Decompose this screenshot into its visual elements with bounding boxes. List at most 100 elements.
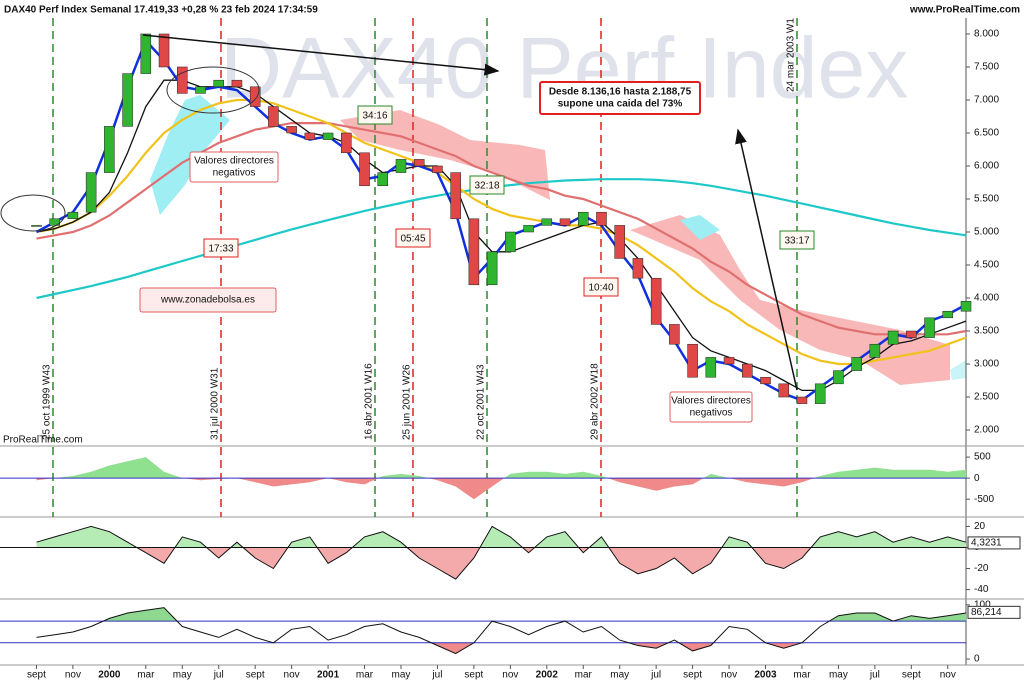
- candle: [268, 106, 279, 127]
- indicator-line: [36, 98, 967, 366]
- candle: [778, 383, 789, 398]
- y-tick-label: 5.000: [974, 227, 999, 238]
- x-tick-label: jul: [213, 670, 224, 681]
- annotation-text: negativos: [690, 408, 733, 419]
- x-tick-label: sept: [27, 670, 46, 681]
- candle: [195, 86, 206, 94]
- indicator-line: [36, 79, 967, 392]
- count-box: [203, 238, 239, 258]
- candle: [705, 357, 717, 378]
- candle: [395, 159, 407, 173]
- candle: [851, 357, 862, 371]
- event-label: 25 jun 2001 W26: [402, 364, 413, 440]
- highlight-ellipse: [0, 194, 66, 232]
- y-tick-label: -40: [974, 584, 989, 595]
- candle: [942, 310, 954, 319]
- x-tick-label: jul: [869, 670, 880, 681]
- y-tick-label: 0: [974, 473, 980, 484]
- y-tick-label: 4.000: [974, 293, 999, 304]
- x-tick-label: mar: [575, 670, 593, 681]
- x-tick-label: jul: [650, 670, 661, 681]
- annotation-box: [139, 287, 277, 313]
- candle: [322, 132, 334, 140]
- candle: [887, 330, 899, 345]
- candle: [596, 211, 607, 226]
- event-label: 16 abr 2001 W16: [364, 363, 375, 440]
- annotation-text: supone una caida del 73%: [558, 99, 683, 110]
- x-tick-label: may: [610, 670, 629, 681]
- count-box: [779, 230, 815, 250]
- candle: [723, 357, 735, 365]
- x-tick-label: jul: [431, 670, 442, 681]
- y-tick-label: 8.000: [974, 29, 999, 40]
- candle: [906, 330, 917, 338]
- count-label: 32:18: [474, 181, 499, 192]
- x-tick-label: nov: [284, 670, 300, 681]
- count-label: 17:33: [208, 244, 233, 255]
- x-tick-label: nov: [502, 670, 518, 681]
- candle: [960, 301, 972, 312]
- annotation-text: www.zonadebolsa.es: [160, 295, 255, 306]
- y-tick-label: 0: [974, 654, 980, 665]
- area-down: [36, 547, 966, 580]
- highlight-ellipse: [166, 66, 260, 114]
- candle: [158, 33, 170, 68]
- candle: [31, 225, 42, 227]
- count-box: [583, 277, 619, 297]
- annotation-box: [189, 151, 279, 183]
- y-tick-label: 6.500: [974, 128, 999, 139]
- x-tick-label: mar: [793, 670, 811, 681]
- y-tick-label: 3.000: [974, 359, 999, 370]
- event-label: 29 abr 2002 W18: [590, 363, 601, 440]
- candle: [687, 343, 698, 378]
- count-label: 33:17: [784, 236, 809, 247]
- annotation-text: Valores directores: [671, 396, 751, 407]
- count-box: [395, 228, 431, 248]
- x-tick-label: 2002: [536, 670, 559, 681]
- candle: [413, 159, 425, 167]
- header-source: www.ProRealTime.com: [909, 5, 1020, 16]
- header-title: DAX40 Perf Index Semanal 17.419,33 +0,28…: [4, 5, 318, 16]
- candle: [359, 152, 370, 187]
- candle: [523, 225, 534, 233]
- count-box: [357, 105, 393, 125]
- y-tick-label: 2.000: [974, 425, 999, 436]
- indicator-line: [35, 38, 967, 402]
- candle: [614, 225, 625, 259]
- x-tick-label: 2003: [754, 670, 777, 681]
- y-tick-label: -500: [974, 494, 994, 505]
- annotation-text: Valores directores: [194, 156, 274, 167]
- last-value-label: 86,214: [971, 607, 1002, 618]
- event-label: 25 oct 1999 W43: [42, 364, 53, 440]
- area-down: [36, 478, 815, 500]
- y-tick-label: 5.500: [974, 194, 999, 205]
- candle: [450, 172, 461, 220]
- candle: [213, 79, 224, 88]
- area-up: [36, 607, 966, 622]
- candle: [140, 33, 152, 74]
- area-up: [36, 526, 966, 548]
- candle: [924, 317, 935, 338]
- brand: ProRealTime.com: [3, 435, 83, 446]
- candle: [833, 370, 844, 385]
- y-tick-label: 20: [974, 521, 986, 532]
- x-tick-label: sept: [246, 670, 265, 681]
- candle: [505, 231, 516, 253]
- candle: [304, 132, 316, 140]
- candle: [742, 363, 753, 378]
- candle: [49, 218, 60, 226]
- annotation-box: [539, 81, 701, 115]
- header-bar: [0, 0, 1024, 18]
- candle: [577, 211, 589, 226]
- candle: [869, 343, 881, 358]
- candle: [559, 218, 571, 226]
- x-tick-label: may: [829, 670, 848, 681]
- candle: [486, 251, 498, 286]
- y-tick-label: 4.500: [974, 260, 999, 271]
- count-label: 10:40: [588, 283, 613, 294]
- candle: [231, 79, 243, 88]
- candle: [104, 126, 115, 173]
- annotation-box: [669, 391, 753, 423]
- count-label: 05:45: [400, 234, 425, 245]
- arrow: [142, 34, 500, 76]
